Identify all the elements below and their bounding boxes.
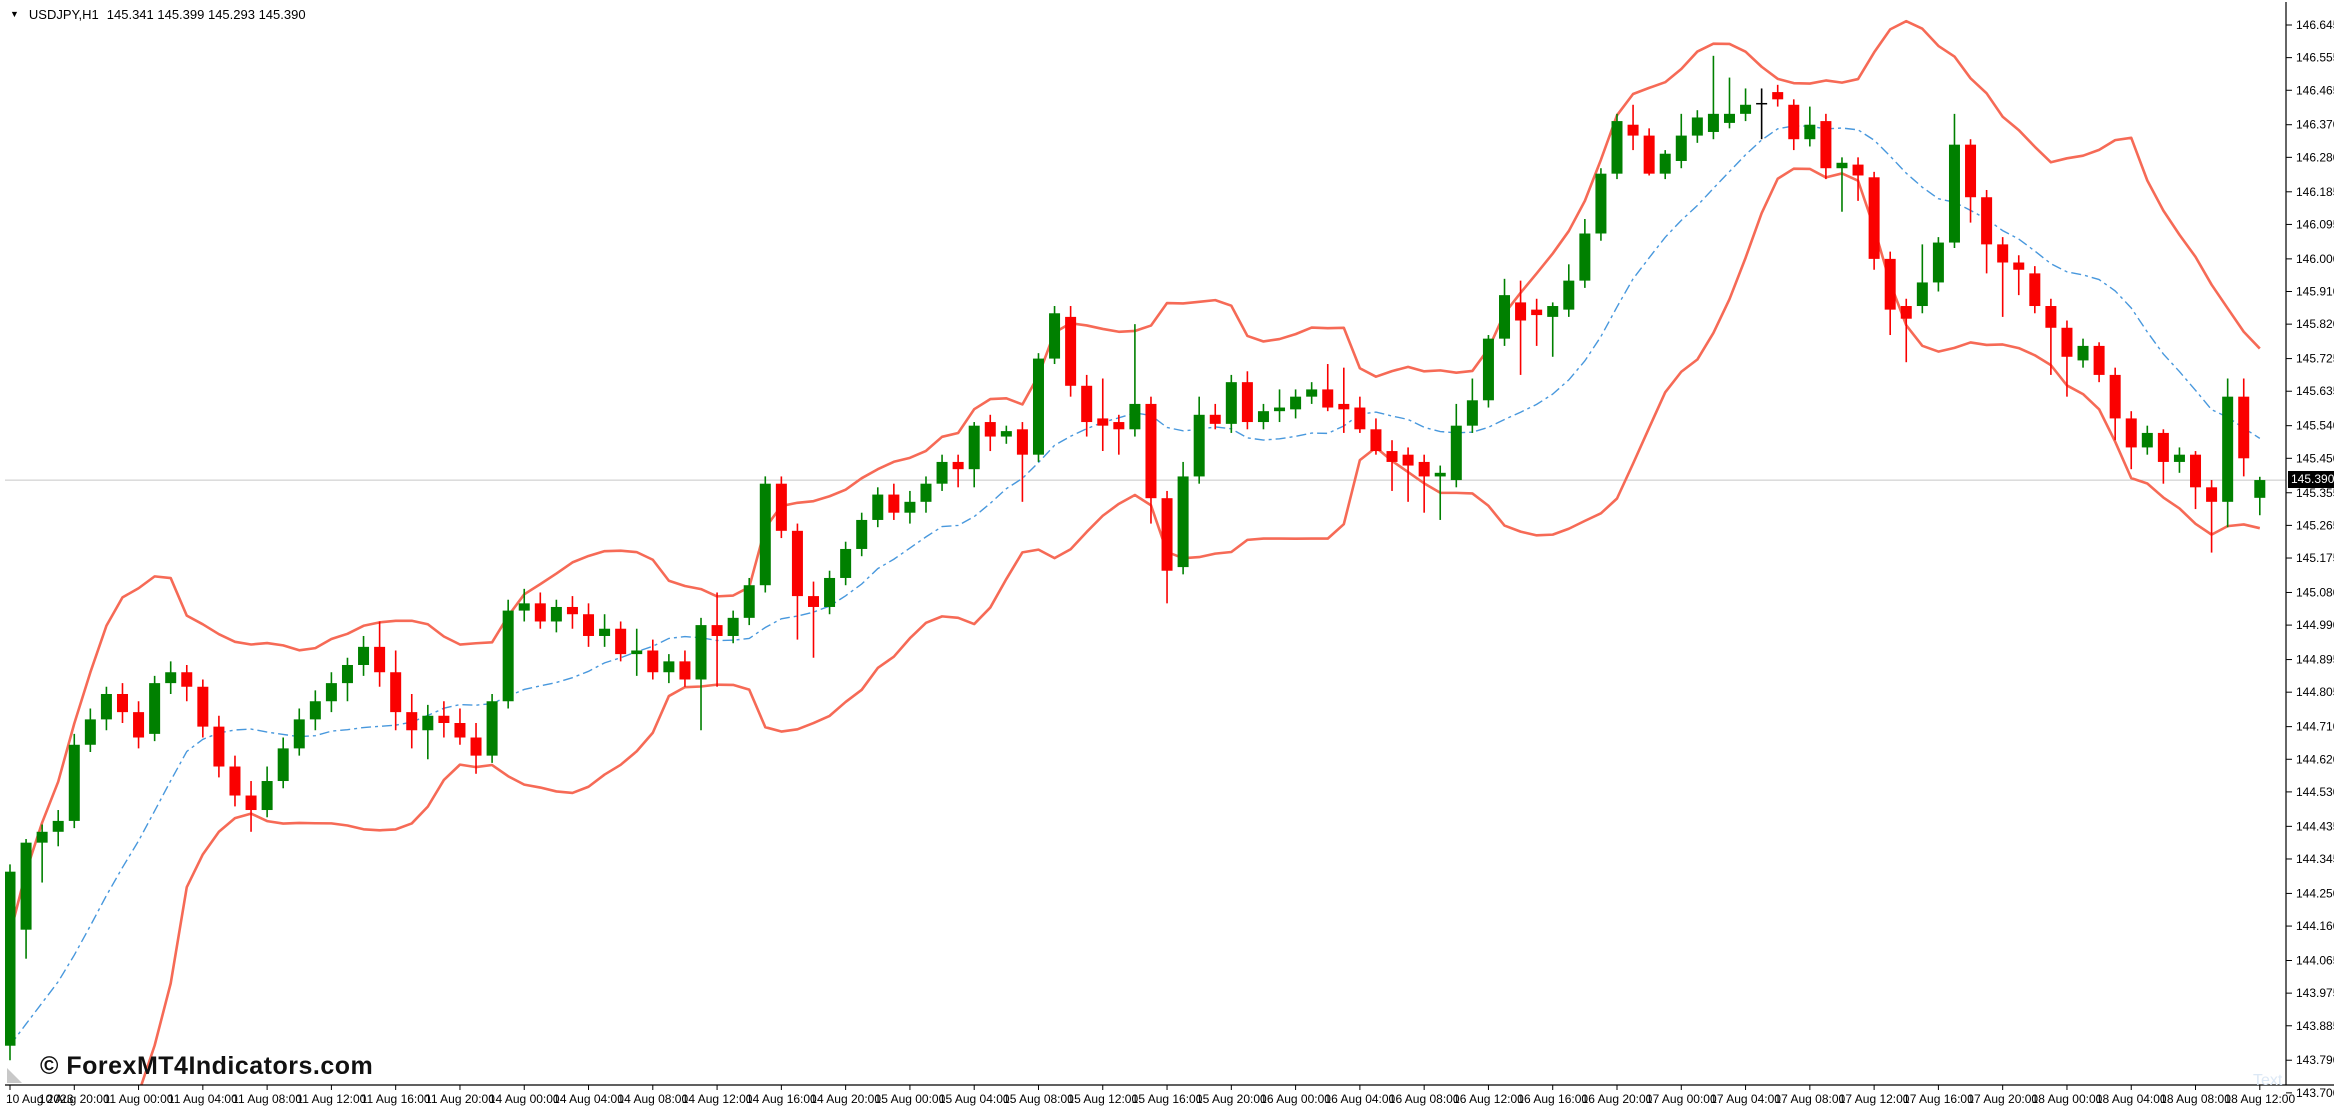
svg-text:10 Aug 2023: 10 Aug 2023	[6, 1092, 74, 1106]
svg-text:146.000: 146.000	[2296, 252, 2334, 266]
svg-text:143.975: 143.975	[2296, 986, 2334, 1000]
candlesticks	[5, 55, 2266, 1061]
svg-text:144.990: 144.990	[2296, 618, 2334, 632]
svg-text:16 Aug 16:00: 16 Aug 16:00	[1517, 1092, 1588, 1106]
svg-text:145.820: 145.820	[2296, 317, 2334, 331]
svg-text:14 Aug 08:00: 14 Aug 08:00	[617, 1092, 688, 1106]
svg-text:146.555: 146.555	[2296, 51, 2334, 65]
svg-text:11 Aug 08:00: 11 Aug 08:00	[232, 1092, 302, 1106]
svg-text:146.465: 146.465	[2296, 83, 2334, 97]
svg-text:144.895: 144.895	[2296, 653, 2334, 667]
svg-text:144.710: 144.710	[2296, 720, 2334, 734]
symbol-header: ▼ USDJPY,H1 145.341 145.399 145.293 145.…	[10, 5, 306, 23]
svg-text:146.370: 146.370	[2296, 118, 2334, 132]
svg-text:146.645: 146.645	[2296, 18, 2334, 32]
svg-text:15 Aug 16:00: 15 Aug 16:00	[1132, 1092, 1203, 1106]
svg-text:17 Aug 20:00: 17 Aug 20:00	[1967, 1092, 2038, 1106]
svg-text:16 Aug 08:00: 16 Aug 08:00	[1389, 1092, 1460, 1106]
svg-text:144.530: 144.530	[2296, 785, 2334, 799]
svg-text:17 Aug 16:00: 17 Aug 16:00	[1903, 1092, 1974, 1106]
svg-text:143.790: 143.790	[2296, 1053, 2334, 1067]
svg-text:18 Aug 00:00: 18 Aug 00:00	[2032, 1092, 2103, 1106]
svg-text:14 Aug 16:00: 14 Aug 16:00	[746, 1092, 817, 1106]
svg-text:17 Aug 08:00: 17 Aug 08:00	[1774, 1092, 1845, 1106]
svg-text:11 Aug 20:00: 11 Aug 20:00	[425, 1092, 495, 1106]
svg-text:16 Aug 20:00: 16 Aug 20:00	[1582, 1092, 1653, 1106]
corner-grip-triangle	[7, 1068, 22, 1083]
svg-text:144.345: 144.345	[2296, 852, 2334, 866]
svg-text:14 Aug 04:00: 14 Aug 04:00	[553, 1092, 624, 1106]
svg-text:15 Aug 00:00: 15 Aug 00:00	[875, 1092, 946, 1106]
chevron-down-icon[interactable]: ▼	[10, 8, 19, 19]
svg-text:14 Aug 00:00: 14 Aug 00:00	[489, 1092, 560, 1106]
svg-text:15 Aug 08:00: 15 Aug 08:00	[1003, 1092, 1074, 1106]
svg-text:144.160: 144.160	[2296, 919, 2334, 933]
chart-text-object: Text	[2253, 1072, 2283, 1089]
svg-text:145.910: 145.910	[2296, 285, 2334, 299]
svg-text:16 Aug 04:00: 16 Aug 04:00	[1325, 1092, 1396, 1106]
watermark-text: © ForexMT4Indicators.com	[40, 1052, 374, 1080]
svg-text:15 Aug 04:00: 15 Aug 04:00	[939, 1092, 1010, 1106]
svg-text:145.725: 145.725	[2296, 352, 2334, 366]
svg-text:145.540: 145.540	[2296, 419, 2334, 433]
svg-text:10 Aug 20:00: 10 Aug 20:00	[39, 1092, 110, 1106]
chart-frame	[5, 2, 2334, 1086]
svg-text:144.805: 144.805	[2296, 685, 2334, 699]
svg-text:145.175: 145.175	[2296, 551, 2334, 565]
svg-text:11 Aug 04:00: 11 Aug 04:00	[168, 1092, 238, 1106]
price-axis[interactable]: 146.645 146.555 146.465 146.370 146.280 146.1…	[2286, 18, 2334, 1100]
symbol-label: USDJPY,H1	[28, 6, 99, 22]
svg-text:145.080: 145.080	[2296, 585, 2334, 599]
svg-text:145.450: 145.450	[2296, 451, 2334, 465]
svg-text:18 Aug 08:00: 18 Aug 08:00	[2160, 1092, 2231, 1106]
svg-text:144.435: 144.435	[2296, 819, 2334, 833]
svg-text:11 Aug 12:00: 11 Aug 12:00	[296, 1092, 366, 1106]
svg-text:16 Aug 00:00: 16 Aug 00:00	[1260, 1092, 1331, 1106]
svg-text:18 Aug 12:00: 18 Aug 12:00	[2224, 1092, 2295, 1106]
svg-text:145.635: 145.635	[2296, 384, 2334, 398]
svg-text:146.185: 146.185	[2296, 185, 2334, 199]
svg-text:17 Aug 00:00: 17 Aug 00:00	[1646, 1092, 1717, 1106]
svg-text:143.700: 143.700	[2296, 1086, 2334, 1100]
svg-text:14 Aug 20:00: 14 Aug 20:00	[810, 1092, 881, 1106]
svg-text:17 Aug 12:00: 17 Aug 12:00	[1839, 1092, 1910, 1106]
svg-text:15 Aug 20:00: 15 Aug 20:00	[1196, 1092, 1267, 1106]
svg-text:143.885: 143.885	[2296, 1019, 2334, 1033]
svg-text:11 Aug 00:00: 11 Aug 00:00	[104, 1092, 174, 1106]
svg-text:146.095: 146.095	[2296, 217, 2334, 231]
svg-text:145.265: 145.265	[2296, 518, 2334, 532]
svg-text:14 Aug 12:00: 14 Aug 12:00	[682, 1092, 753, 1106]
ohlc-values: 145.341 145.399 145.293 145.390	[106, 6, 306, 22]
svg-text:15 Aug 12:00: 15 Aug 12:00	[1067, 1092, 1138, 1106]
current-price-badge: 145.390	[2288, 471, 2334, 488]
svg-text:144.620: 144.620	[2296, 752, 2334, 766]
svg-text:16 Aug 12:00: 16 Aug 12:00	[1453, 1092, 1524, 1106]
svg-text:146.280: 146.280	[2296, 150, 2334, 164]
svg-text:144.065: 144.065	[2296, 954, 2334, 968]
svg-text:17 Aug 04:00: 17 Aug 04:00	[1710, 1092, 1781, 1106]
svg-text:144.250: 144.250	[2296, 886, 2334, 900]
svg-text:145.355: 145.355	[2296, 486, 2334, 500]
svg-text:11 Aug 16:00: 11 Aug 16:00	[361, 1092, 431, 1106]
svg-text:18 Aug 04:00: 18 Aug 04:00	[2096, 1092, 2167, 1106]
